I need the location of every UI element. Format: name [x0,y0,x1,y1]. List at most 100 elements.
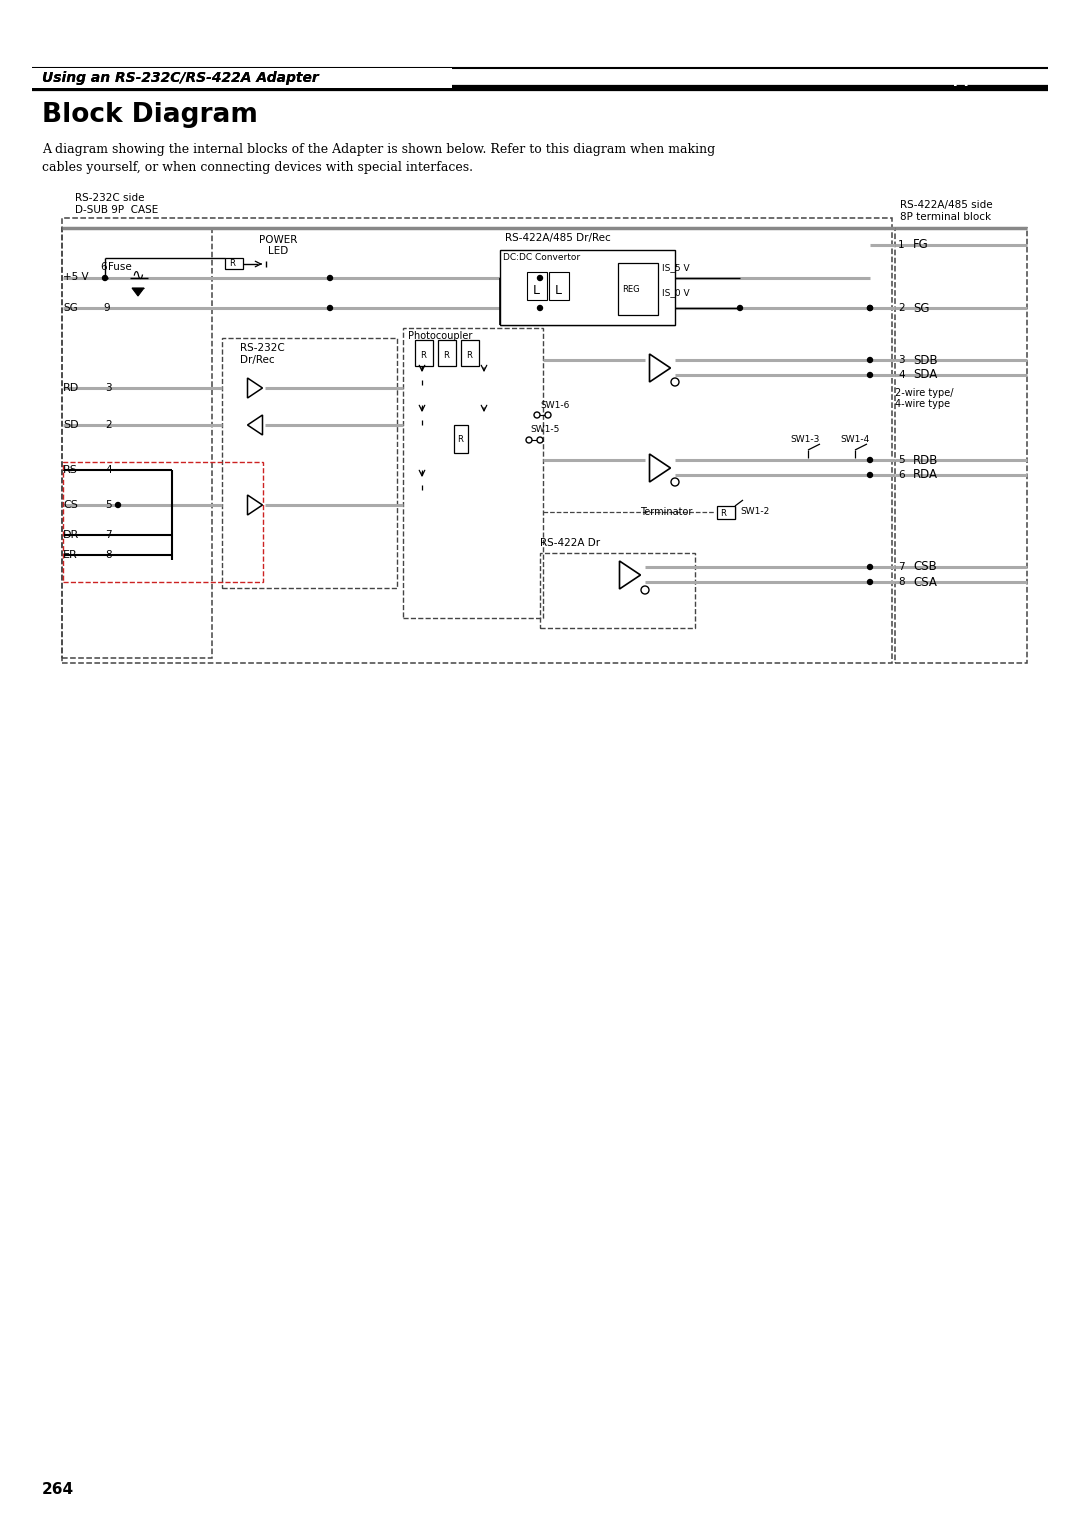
Text: SG: SG [913,301,930,315]
Circle shape [538,275,542,281]
Text: R: R [720,509,726,518]
Text: 3: 3 [105,384,111,393]
Text: IS_5 V: IS_5 V [662,263,690,272]
Text: R: R [420,350,426,359]
Text: Block Diagram: Block Diagram [42,102,258,128]
Bar [454,425,468,452]
Polygon shape [247,416,262,435]
Text: RDB: RDB [913,454,939,466]
Circle shape [537,437,543,443]
Text: RS-422A Dr: RS-422A Dr [540,538,600,549]
Text: Fuse: Fuse [108,261,132,272]
Circle shape [671,377,679,387]
Text: 2: 2 [897,303,905,313]
Text: LED: LED [268,246,288,257]
Text: D-SUB 9P  CASE: D-SUB 9P CASE [75,205,159,215]
Text: 8: 8 [897,578,905,587]
Circle shape [116,503,121,507]
Bar [895,228,1027,663]
Polygon shape [132,287,144,296]
Text: CSA: CSA [913,576,936,588]
Circle shape [545,413,551,419]
Text: 8: 8 [105,550,111,559]
Circle shape [867,306,873,310]
Text: R: R [457,435,463,445]
Text: 5: 5 [897,455,905,465]
Text: SDB: SDB [913,353,937,367]
Text: 7: 7 [897,562,905,571]
Text: 9: 9 [103,303,110,313]
Text: Photocoupler: Photocoupler [408,332,472,341]
Bar [225,258,243,269]
Text: SW1-4: SW1-4 [840,435,869,445]
Bar [438,341,456,367]
Text: 2: 2 [105,420,111,429]
Text: REG: REG [622,286,639,295]
Polygon shape [247,495,262,515]
Text: RD: RD [63,384,79,393]
Text: 4-wire type: 4-wire type [895,399,950,410]
Circle shape [671,478,679,486]
Bar [461,341,480,367]
Bar [717,506,735,520]
Bar [63,461,264,582]
Text: 3: 3 [897,354,905,365]
Circle shape [327,275,333,281]
Circle shape [867,564,873,570]
Text: cables yourself, or when connecting devices with special interfaces.: cables yourself, or when connecting devi… [42,160,473,174]
Text: +5 V: +5 V [63,272,89,283]
Text: SDA: SDA [913,368,937,382]
Text: SW1-6: SW1-6 [540,400,569,410]
Text: ∿: ∿ [132,267,145,283]
Circle shape [526,437,532,443]
Text: 6: 6 [100,261,107,272]
Text: 7: 7 [105,530,111,539]
Polygon shape [247,377,262,397]
Text: 4: 4 [105,465,111,475]
Circle shape [867,306,873,310]
Text: R: R [443,350,449,359]
Text: 5: 5 [105,500,111,510]
Circle shape [867,457,873,463]
Text: CS: CS [63,500,78,510]
Text: CSB: CSB [913,561,936,573]
Circle shape [534,413,540,419]
Bar [618,263,658,315]
Bar [415,341,433,367]
Text: RS-232C side: RS-232C side [75,193,145,203]
Text: 264: 264 [42,1482,75,1497]
Text: IS_0 V: IS_0 V [662,289,690,298]
Bar [549,272,569,299]
Bar [32,69,453,89]
Text: POWER: POWER [259,235,297,244]
Polygon shape [649,454,671,481]
Text: RS-422A/485 side: RS-422A/485 side [900,200,993,209]
Circle shape [327,306,333,310]
Text: RS-232C: RS-232C [240,342,285,353]
Bar [500,251,675,325]
Text: RS: RS [63,465,78,475]
Text: 2-wire type/: 2-wire type/ [895,388,954,397]
Text: DR: DR [63,530,79,539]
Text: 4: 4 [897,370,905,380]
Text: DC:DC Convertor: DC:DC Convertor [503,254,580,263]
Bar [403,329,543,617]
Bar [540,553,696,628]
Text: R: R [465,350,472,359]
Polygon shape [649,354,671,382]
Text: SW1-3: SW1-3 [789,435,820,445]
Circle shape [867,472,873,477]
Text: Appendix C: Appendix C [941,70,1038,86]
Polygon shape [620,561,640,588]
Text: A diagram showing the internal blocks of the Adapter is shown below. Refer to th: A diagram showing the internal blocks of… [42,144,715,156]
Text: ER: ER [63,550,78,559]
Text: 1: 1 [897,240,905,251]
Text: 8P terminal block: 8P terminal block [900,212,991,222]
Text: Terminator: Terminator [640,507,692,516]
Circle shape [538,306,542,310]
Bar [62,219,892,663]
Text: RDA: RDA [913,469,939,481]
Text: 6: 6 [897,471,905,480]
Text: SD: SD [63,420,79,429]
Text: L: L [534,284,540,296]
